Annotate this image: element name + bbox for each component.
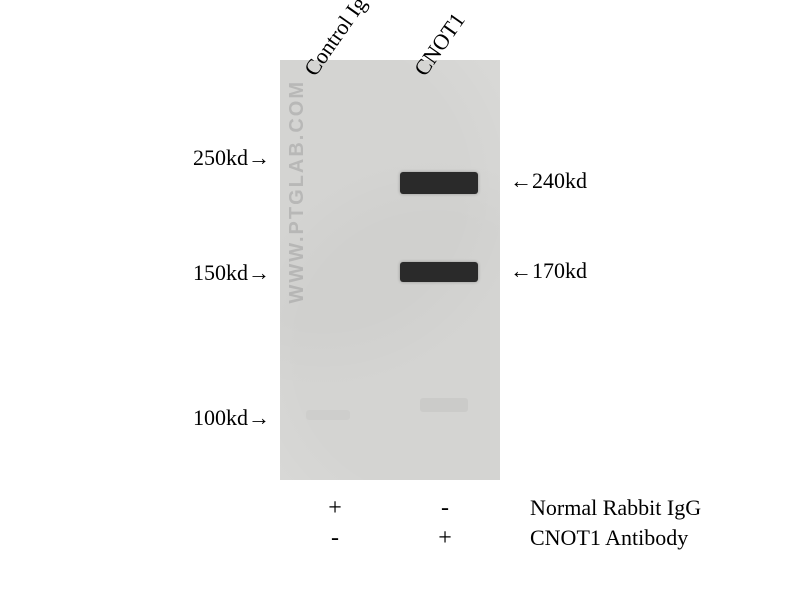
legend-label-row0: Normal Rabbit IgG (530, 495, 701, 521)
arrow-left-icon: ← (510, 168, 532, 193)
faint-band-lane1-100kd (306, 410, 350, 420)
arrow-right-icon: → (248, 260, 270, 286)
legend-lane2-row0: - (430, 495, 460, 522)
band-annotation-text: 240kd (532, 168, 587, 193)
legend-lane2-row1: + (430, 525, 460, 552)
faint-band-lane2-100kd (420, 398, 468, 412)
band-170kd (400, 262, 478, 282)
legend-lane1-row1: - (320, 525, 350, 552)
arrow-right-icon: → (248, 405, 270, 431)
band-annotation-240kd: ←240kd (510, 168, 587, 194)
watermark-text: WWW.PTGLAB.COM (286, 80, 309, 304)
mw-marker-text: 100kd (193, 405, 248, 430)
arrow-right-icon: → (248, 145, 270, 171)
band-annotation-text: 170kd (532, 258, 587, 283)
western-blot-figure: WWW.PTGLAB.COM Control IgG CNOT1 250kd→ … (0, 0, 800, 600)
mw-marker-150kd: 150kd→ (170, 260, 270, 286)
mw-marker-100kd: 100kd→ (170, 405, 270, 431)
mw-marker-text: 150kd (193, 260, 248, 285)
legend-label-row1: CNOT1 Antibody (530, 525, 688, 551)
band-240kd (400, 172, 478, 194)
arrow-left-icon: ← (510, 258, 532, 283)
band-annotation-170kd: ←170kd (510, 258, 587, 284)
legend-lane1-row0: + (320, 495, 350, 522)
mw-marker-250kd: 250kd→ (170, 145, 270, 171)
mw-marker-text: 250kd (193, 145, 248, 170)
